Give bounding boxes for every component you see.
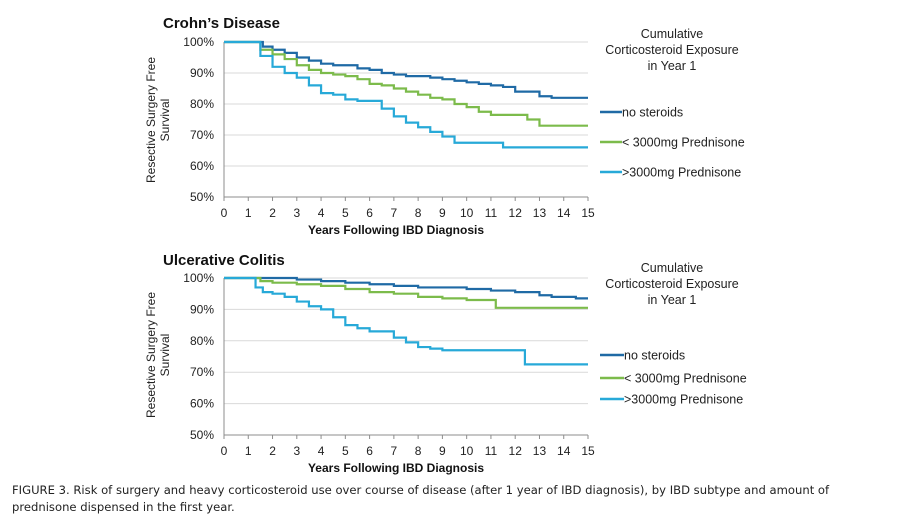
- y-tick-label: 50%: [190, 428, 214, 442]
- chart-title: Ulcerative Colitis: [163, 252, 285, 269]
- series-line-1: [224, 276, 588, 300]
- x-tick-label: 8: [415, 206, 422, 220]
- x-tick-label: 13: [533, 206, 547, 220]
- x-tick-label: 3: [293, 206, 300, 220]
- y-axis-label-line: Resective Surgery Free: [144, 57, 158, 183]
- x-tick-label: 6: [366, 206, 373, 220]
- legend-label-2: < 3000mg Prednisone: [624, 372, 747, 386]
- y-tick-label: 100%: [183, 271, 214, 285]
- chart-title: Crohn’s Disease: [163, 15, 280, 32]
- x-tick-label: 1: [245, 206, 252, 220]
- x-tick-label: 13: [533, 444, 547, 458]
- x-tick-label: 15: [581, 206, 595, 220]
- legend-label-3: >3000mg Prednisone: [622, 166, 741, 180]
- y-tick-label: 80%: [190, 334, 214, 348]
- x-tick-label: 0: [221, 444, 228, 458]
- y-tick-label: 70%: [190, 365, 214, 379]
- x-tick-label: 12: [509, 444, 523, 458]
- y-tick-label: 90%: [190, 66, 214, 80]
- x-tick-label: 2: [269, 206, 276, 220]
- x-tick-label: 15: [581, 444, 595, 458]
- y-tick-label: 60%: [190, 397, 214, 411]
- legend-title-line: in Year 1: [648, 293, 697, 307]
- x-tick-label: 8: [415, 444, 422, 458]
- y-axis-label-line: Survival: [158, 99, 172, 142]
- legend-label-1: no steroids: [622, 106, 683, 120]
- x-tick-label: 12: [509, 206, 523, 220]
- y-axis-label: Resective Surgery FreeSurvival: [144, 57, 172, 183]
- x-tick-label: 11: [485, 444, 498, 458]
- x-tick-label: 3: [293, 444, 300, 458]
- series-line-2: [224, 40, 588, 127]
- y-tick-label: 60%: [190, 159, 214, 173]
- legend-title-line: Corticosteroid Exposure: [605, 43, 738, 57]
- x-tick-label: 10: [460, 444, 474, 458]
- x-tick-label: 14: [557, 444, 571, 458]
- legend-label-3: >3000mg Prednisone: [624, 393, 743, 407]
- x-tick-label: 0: [221, 206, 228, 220]
- series-line-3: [224, 276, 588, 366]
- x-tick-label: 9: [439, 444, 446, 458]
- y-tick-label: 80%: [190, 97, 214, 111]
- x-tick-label: 7: [391, 444, 398, 458]
- y-axis-label-line: Survival: [158, 334, 172, 377]
- legend-title-line: Corticosteroid Exposure: [605, 277, 738, 291]
- series-line-1: [224, 40, 588, 99]
- legend-title-line: Cumulative: [641, 261, 704, 275]
- figure-caption: FIGURE 3. Risk of surgery and heavy cort…: [12, 483, 830, 514]
- x-tick-label: 10: [460, 206, 474, 220]
- x-tick-label: 5: [342, 206, 349, 220]
- x-tick-label: 7: [391, 206, 398, 220]
- legend-title-line: Cumulative: [641, 27, 704, 41]
- series-line-2: [224, 276, 588, 309]
- x-tick-label: 9: [439, 206, 446, 220]
- y-tick-label: 100%: [183, 35, 214, 49]
- x-tick-label: 6: [366, 444, 373, 458]
- y-tick-label: 90%: [190, 302, 214, 316]
- y-axis-label: Resective Surgery FreeSurvival: [144, 292, 172, 418]
- y-tick-label: 50%: [190, 190, 214, 204]
- y-axis-label-line: Resective Surgery Free: [144, 292, 158, 418]
- x-axis-label: Years Following IBD Diagnosis: [308, 223, 484, 237]
- x-axis-label: Years Following IBD Diagnosis: [308, 461, 484, 475]
- y-tick-label: 70%: [190, 128, 214, 142]
- legend-label-1: no steroids: [624, 349, 685, 363]
- x-tick-label: 1: [245, 444, 252, 458]
- x-tick-label: 4: [318, 206, 325, 220]
- series-line-3: [224, 40, 588, 149]
- x-tick-label: 4: [318, 444, 325, 458]
- x-tick-label: 14: [557, 206, 571, 220]
- x-tick-label: 2: [269, 444, 276, 458]
- x-tick-label: 11: [485, 206, 498, 220]
- legend-title-line: in Year 1: [648, 59, 697, 73]
- x-tick-label: 5: [342, 444, 349, 458]
- legend-label-2: < 3000mg Prednisone: [622, 136, 745, 150]
